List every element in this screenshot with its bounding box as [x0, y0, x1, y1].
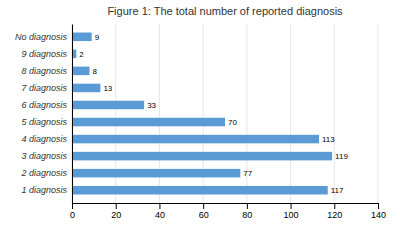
- data-label: 119: [335, 152, 348, 161]
- tick: 9 diagnosis: [21, 49, 72, 59]
- tick-label: 6 diagnosis: [21, 100, 67, 110]
- tick-mark: [334, 203, 335, 209]
- tick-label: 9 diagnosis: [21, 49, 67, 59]
- bar: [72, 169, 240, 178]
- tick-mark: [159, 203, 160, 209]
- grid-line: [290, 24, 291, 203]
- tick: 2 diagnosis: [20, 168, 72, 178]
- data-label: 117: [331, 186, 344, 195]
- data-label: 77: [243, 169, 252, 178]
- tick-mark: [72, 203, 73, 209]
- bar: [72, 84, 100, 93]
- grid: [72, 24, 378, 203]
- title: Figure 1: The total number of reported d…: [107, 5, 343, 17]
- tick-label: 2 diagnosis: [20, 168, 67, 178]
- tick-label: 100: [284, 210, 299, 220]
- tick-mark: [291, 203, 292, 209]
- data-label: 33: [147, 101, 156, 110]
- tick: No diagnosis: [15, 32, 72, 42]
- bar: [72, 118, 225, 127]
- bar: [72, 135, 319, 144]
- axis-domain: [73, 204, 379, 210]
- data-label: 9: [95, 33, 100, 42]
- tick-label: 8 diagnosis: [21, 66, 67, 76]
- tick-label: 1 diagnosis: [21, 185, 67, 195]
- tick-label: 5 diagnosis: [21, 117, 67, 127]
- chart: Figure 1: The total number of reported d…: [0, 0, 400, 225]
- tick-label: 20: [111, 210, 121, 220]
- x-axis: 0 20 40 60 80 100 120 140: [70, 203, 386, 220]
- tick: 4 diagnosis: [21, 134, 72, 144]
- tick: 140: [371, 203, 386, 220]
- tick: 3 diagnosis: [21, 151, 72, 161]
- tick: 120: [327, 203, 342, 220]
- tick: 60: [199, 203, 209, 220]
- tick-label: 3 diagnosis: [21, 151, 67, 161]
- tick-label: 40: [155, 210, 165, 220]
- tick: 100: [284, 203, 299, 220]
- grid-line: [334, 24, 335, 203]
- tick: 5 diagnosis: [21, 117, 72, 127]
- tick-label: 140: [371, 210, 386, 220]
- tick-mark: [203, 203, 204, 209]
- tick-label: 0: [70, 210, 75, 220]
- bar: [72, 67, 89, 76]
- grid-line: [72, 24, 73, 203]
- data-label: 70: [228, 118, 237, 127]
- tick: 20: [111, 203, 121, 220]
- tick-label: No diagnosis: [15, 32, 68, 42]
- axis-domain: [72, 25, 73, 204]
- tick-label: 60: [199, 210, 209, 220]
- tick-label: 120: [327, 210, 342, 220]
- y-axis: 1 diagnosis 2 diagnosis 3 diagnosis 4 diagn…: [15, 25, 73, 204]
- tick: 8 diagnosis: [21, 66, 72, 76]
- tick-label: 4 diagnosis: [21, 134, 67, 144]
- tick-mark: [247, 203, 248, 209]
- bar: [72, 152, 332, 161]
- tick-label: 7 diagnosis: [21, 83, 67, 93]
- tick-label: 80: [242, 210, 252, 220]
- tick: 80: [242, 203, 252, 220]
- tick: 6 diagnosis: [21, 100, 72, 110]
- data-label: 13: [103, 84, 112, 93]
- bars: [72, 33, 332, 195]
- data-label: 113: [322, 135, 335, 144]
- plot: 117 77 119113 70 33 13 82 9 0 20 40 60 80 100 120 140 1 …: [15, 24, 386, 220]
- data-labels: 117 77 119113 70 33 13 82 9: [79, 33, 348, 195]
- bar: [72, 33, 92, 42]
- tick: 40: [155, 203, 165, 220]
- grid-line: [378, 24, 379, 203]
- data-label: 2: [79, 50, 84, 59]
- bar: [72, 186, 328, 195]
- bar: [72, 101, 144, 110]
- tick: 0: [70, 203, 75, 220]
- tick: 7 diagnosis: [21, 83, 72, 93]
- tick-mark: [378, 203, 379, 209]
- tick: 1 diagnosis: [21, 185, 72, 195]
- data-label: 8: [92, 67, 97, 76]
- tick-mark: [116, 203, 117, 209]
